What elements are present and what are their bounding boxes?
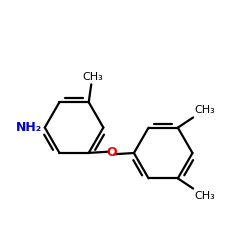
Text: CH₃: CH₃ — [194, 190, 215, 200]
Text: CH₃: CH₃ — [194, 106, 215, 116]
Text: NH₂: NH₂ — [16, 121, 42, 134]
Text: O: O — [106, 146, 117, 160]
Text: CH₃: CH₃ — [82, 72, 103, 82]
